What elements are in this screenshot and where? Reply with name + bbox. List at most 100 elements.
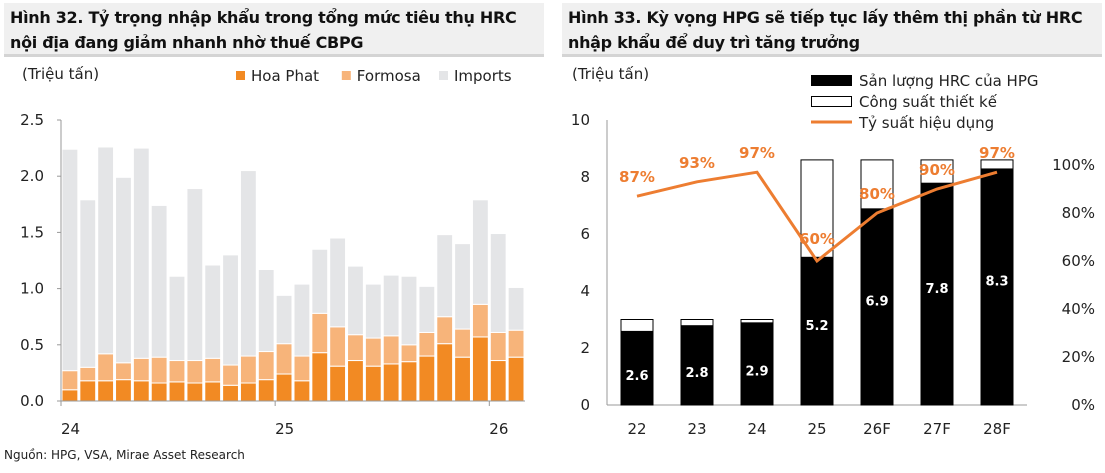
bar-hoa-phat <box>115 379 132 402</box>
bar-hoa-phat <box>168 381 186 402</box>
bar-imports <box>489 233 507 333</box>
legend-label: Sản lượng HRC của HPG <box>859 72 1039 90</box>
bar-formosa <box>489 331 507 362</box>
utilization-line <box>636 170 998 264</box>
legend-label: Imports <box>454 67 512 85</box>
bar-imports <box>239 170 257 357</box>
y2-tick-label: 20% <box>1062 348 1095 366</box>
bar-hoa-phat <box>79 380 97 402</box>
bar-production <box>861 208 893 405</box>
y2-tick-label: 40% <box>1062 300 1095 318</box>
legend-label: Hoa Phat <box>251 67 319 85</box>
bar-hoa-phat <box>436 343 454 402</box>
x-tick-label: 28F <box>983 420 1011 438</box>
y-tick-label: 0.5 <box>20 336 44 354</box>
title-line: Hình 32. Tỷ trọng nhập khẩu trong tổng m… <box>10 8 517 27</box>
bar-formosa <box>132 357 150 382</box>
bar-data-label: 2.9 <box>745 365 768 380</box>
bar-formosa <box>186 360 204 384</box>
bar-imports <box>257 268 275 353</box>
bar-imports <box>168 275 186 362</box>
y-tick-label: 10 <box>571 111 590 129</box>
line-data-label: 93% <box>679 154 715 172</box>
bar-hoa-phat <box>61 389 79 402</box>
title-line: nội địa đang giảm nhanh nhờ thuế CBPG <box>10 33 364 52</box>
bar-formosa <box>97 353 115 382</box>
x-tick-label: 25 <box>275 420 294 438</box>
x-tick-label: 25 <box>807 420 826 438</box>
bar-formosa <box>382 335 400 365</box>
legend-swatch <box>341 71 351 80</box>
y2-tick-label: 100% <box>1052 156 1095 174</box>
bar-imports <box>436 234 454 318</box>
bar-hoa-phat <box>239 382 257 402</box>
bar-imports <box>507 286 525 331</box>
bar-formosa <box>418 331 436 357</box>
bar-production <box>621 330 653 405</box>
y-tick-label: 0.0 <box>20 392 44 410</box>
bar-formosa <box>239 355 257 384</box>
bar-formosa <box>471 303 489 338</box>
x-tick-label: 26 <box>489 420 508 438</box>
bar-hoa-phat <box>311 352 329 402</box>
legend-swatch <box>439 71 448 80</box>
legend-label: Tỷ suất hiệu dụng <box>858 114 994 132</box>
bar-formosa <box>168 360 186 383</box>
legend-label: Công suất thiết kế <box>859 93 998 111</box>
y-tick-label: 8 <box>580 168 590 186</box>
legend-label: Formosa <box>357 67 421 85</box>
bar-data-label: 2.6 <box>625 369 648 384</box>
bar-hoa-phat <box>418 355 436 402</box>
bar-data-label: 6.9 <box>865 295 888 310</box>
bar-imports <box>61 148 79 372</box>
bar-hoa-phat <box>150 382 168 402</box>
y-tick-label: 6 <box>580 225 590 243</box>
bar-imports <box>79 199 97 368</box>
legend-swatch-production <box>811 75 852 86</box>
bar-formosa <box>150 356 168 384</box>
legend-background <box>808 69 1098 131</box>
bar-imports <box>400 275 418 346</box>
bar-hoa-phat <box>275 373 293 402</box>
bar-formosa <box>400 344 418 363</box>
y-axis-unit-label: (Triệu tấn) <box>572 65 649 83</box>
bar-hoa-phat <box>489 360 507 402</box>
bar-formosa <box>275 343 293 375</box>
left-chart-title: Hình 32. Tỷ trọng nhập khẩu trong tổng m… <box>4 3 544 57</box>
bar-formosa <box>79 366 97 382</box>
bar-imports <box>132 147 150 359</box>
bar-production <box>801 256 833 405</box>
y-tick-label: 2.5 <box>20 111 44 129</box>
y2-tick-label: 80% <box>1062 204 1095 222</box>
bar-formosa <box>507 329 525 358</box>
bar-hoa-phat <box>507 356 525 402</box>
y-tick-label: 1.5 <box>20 223 44 241</box>
bar-imports <box>382 274 400 337</box>
title-line: Hình 33. Kỳ vọng HPG sẽ tiếp tục lấy thê… <box>568 8 1083 27</box>
bar-hoa-phat <box>471 336 489 402</box>
bar-hoa-phat <box>204 381 222 402</box>
legend-swatch-capacity <box>811 96 852 107</box>
bar-formosa <box>454 328 471 358</box>
bar-formosa <box>329 326 347 367</box>
y2-tick-label: 60% <box>1062 252 1095 270</box>
bar-formosa <box>222 364 239 386</box>
bar-production <box>681 325 713 405</box>
x-tick-label: 22 <box>627 420 646 438</box>
bar-imports <box>418 285 436 333</box>
bar-imports <box>150 204 168 358</box>
bar-formosa <box>61 370 79 391</box>
bar-data-label: 8.3 <box>985 275 1008 290</box>
bar-formosa <box>257 351 275 381</box>
bar-production <box>981 168 1013 405</box>
x-tick-label: 26F <box>863 420 891 438</box>
bar-data-label: 5.2 <box>805 319 828 334</box>
y-tick-label: 0 <box>580 396 590 414</box>
source-note: Nguồn: HPG, VSA, Mirae Asset Research <box>4 448 245 462</box>
y2-tick-label: 0% <box>1071 396 1095 414</box>
bar-formosa <box>115 362 132 381</box>
legend-swatch <box>236 71 245 80</box>
bar-imports <box>97 146 115 355</box>
